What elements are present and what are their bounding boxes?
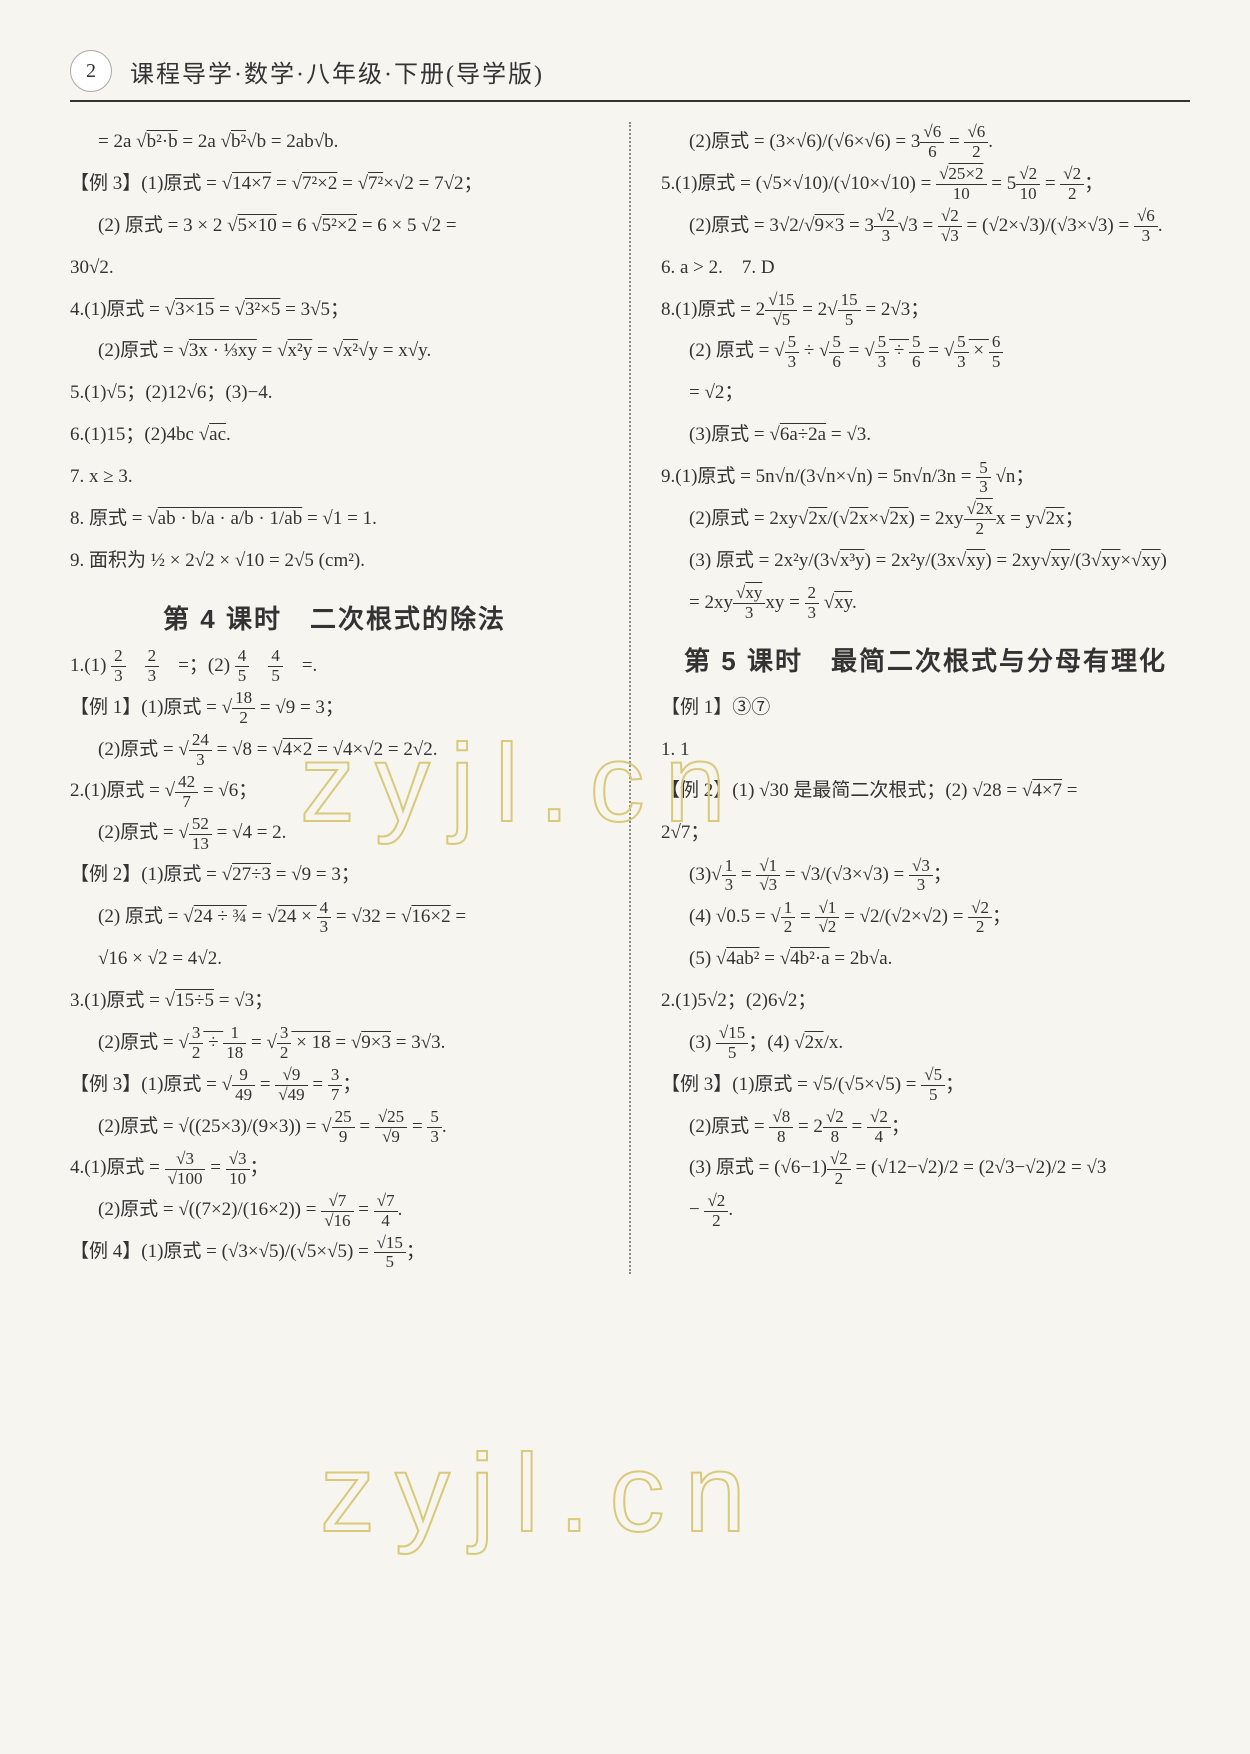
content-line: 9.(1)原式 = 5n√n/(3√n×√n) = 5n√n/3n = 53 √… — [661, 457, 1190, 497]
section-title: 第 5 课时 最简二次根式与分母有理化 — [661, 641, 1190, 678]
page-header: 2 课程导学·数学·八年级·下册(导学版) — [70, 50, 1190, 102]
content-line: (2)原式 = √88 = 2√28 = √24； — [661, 1107, 1190, 1147]
content-line: 9. 面积为 ½ × 2√2 × √10 = 2√5 (cm²). — [70, 541, 599, 581]
content-line: 5.(1)原式 = (√5×√10)/(√10×√10) = √25×210 =… — [661, 164, 1190, 204]
content-line: (2) 原式 = √53 ÷ √56 = √53 ÷ 56 = √53 × 65 — [661, 331, 1190, 371]
content-line: 【例 4】(1)原式 = (√3×√5)/(√5×√5) = √155； — [70, 1232, 599, 1272]
content-line: 5.(1)√5；(2)12√6；(3)−4. — [70, 373, 599, 413]
content-line: (2)原式 = √((25×3)/(9×3)) = √259 = √25√9 =… — [70, 1107, 599, 1147]
content-line: (4) √0.5 = √12 = √1√2 = √2/(√2×√2) = √22… — [661, 897, 1190, 937]
content-line: 【例 3】(1)原式 = √14×7 = √7²×2 = √7²×√2 = 7√… — [70, 164, 599, 204]
content-line: (2)原式 = √243 = √8 = √4×2 = √4×√2 = 2√2. — [70, 730, 599, 770]
content-line: 【例 3】(1)原式 = √5/(√5×√5) = √55； — [661, 1065, 1190, 1105]
content-line: (2)原式 = √((7×2)/(16×2)) = √7√16 = √74. — [70, 1190, 599, 1230]
content-line: (2) 原式 = √24 ÷ ¾ = √24 × 43 = √32 = √16×… — [70, 897, 599, 937]
content-line: (2) 原式 = 3 × 2 √5×10 = 6 √5²×2 = 6 × 5 √… — [70, 206, 599, 246]
content-line: 4.(1)原式 = √3×15 = √3²×5 = 3√5； — [70, 290, 599, 330]
content-line: = 2a √b²·b = 2a √b²√b = 2ab√b. — [70, 122, 599, 162]
content-line: (3)原式 = √6a÷2a = √3. — [661, 415, 1190, 455]
content-line: (3) 原式 = (√6−1)√22 = (√12−√2)/2 = (2√3−√… — [661, 1148, 1190, 1188]
content-line: (2)原式 = (3×√6)/(√6×√6) = 3√66 = √62. — [661, 122, 1190, 162]
content-line: 6. a > 2. 7. D — [661, 248, 1190, 288]
content-line: 3.(1)原式 = √15÷5 = √3； — [70, 981, 599, 1021]
content-line: 30√2. — [70, 248, 599, 288]
content-line: 7. x ≥ 3. — [70, 457, 599, 497]
content-line: 1. 1 — [661, 730, 1190, 770]
content-line: (5) √4ab² = √4b²·a = 2b√a. — [661, 939, 1190, 979]
content-line: (3) √155；(4) √2x/x. — [661, 1023, 1190, 1063]
content-line: 2√7； — [661, 813, 1190, 853]
content-line: (2)原式 = √5213 = √4 = 2. — [70, 813, 599, 853]
page-number-badge: 2 — [70, 50, 112, 92]
content-line: 8.(1)原式 = 2√15√5 = 2√155 = 2√3； — [661, 290, 1190, 330]
column-divider — [629, 122, 631, 1274]
content-line: − √22. — [661, 1190, 1190, 1230]
content-line: (2)原式 = √3x · ⅓xy = √x²y = √x²√y = x√y. — [70, 331, 599, 371]
content-line: 2.(1)原式 = √427 = √6； — [70, 771, 599, 811]
content-line: 【例 1】(1)原式 = √182 = √9 = 3； — [70, 688, 599, 728]
section-title: 第 4 课时 二次根式的除法 — [70, 599, 599, 636]
content-line: 4.(1)原式 = √3√100 = √310； — [70, 1148, 599, 1188]
right-column: (2)原式 = (3×√6)/(√6×√6) = 3√66 = √62.5.(1… — [661, 122, 1190, 1274]
content-line: (2)原式 = √32 ÷ 118 = √32 × 18 = √9×3 = 3√… — [70, 1023, 599, 1063]
content-line: 6.(1)15；(2)4bc √ac. — [70, 415, 599, 455]
content-line: 【例 1】③⑦ — [661, 688, 1190, 728]
content-line: 1.(1) 23 23 =；(2) 45 45 =. — [70, 646, 599, 686]
content-line: 【例 2】(1) √30 是最简二次根式；(2) √28 = √4×7 = — [661, 771, 1190, 811]
content-line: 2.(1)5√2；(2)6√2； — [661, 981, 1190, 1021]
content-line: (3) 原式 = 2x²y/(3√x³y) = 2x²y/(3x√xy) = 2… — [661, 541, 1190, 581]
content-line: (2)原式 = 2xy√2x/(√2x×√2x) = 2xy√2x2x = y√… — [661, 499, 1190, 539]
book-title: 课程导学·数学·八年级·下册(导学版) — [130, 54, 544, 89]
two-column-layout: = 2a √b²·b = 2a √b²√b = 2ab√b.【例 3】(1)原式… — [70, 122, 1190, 1274]
content-line: 【例 3】(1)原式 = √949 = √9√49 = 37； — [70, 1065, 599, 1105]
content-line: (2)原式 = 3√2/√9×3 = 3√23√3 = √2√3 = (√2×√… — [661, 206, 1190, 246]
content-line: √16 × √2 = 4√2. — [70, 939, 599, 979]
content-line: = √2； — [661, 373, 1190, 413]
content-line: 【例 2】(1)原式 = √27÷3 = √9 = 3； — [70, 855, 599, 895]
content-line: 8. 原式 = √ab · b/a · a/b · 1/ab = √1 = 1. — [70, 499, 599, 539]
left-column: = 2a √b²·b = 2a √b²√b = 2ab√b.【例 3】(1)原式… — [70, 122, 599, 1274]
content-line: = 2xy√xy3xy = 23 √xy. — [661, 583, 1190, 623]
watermark-2: zyjl.cn — [320, 1430, 766, 1557]
content-line: (3)√13 = √1√3 = √3/(√3×√3) = √33； — [661, 855, 1190, 895]
